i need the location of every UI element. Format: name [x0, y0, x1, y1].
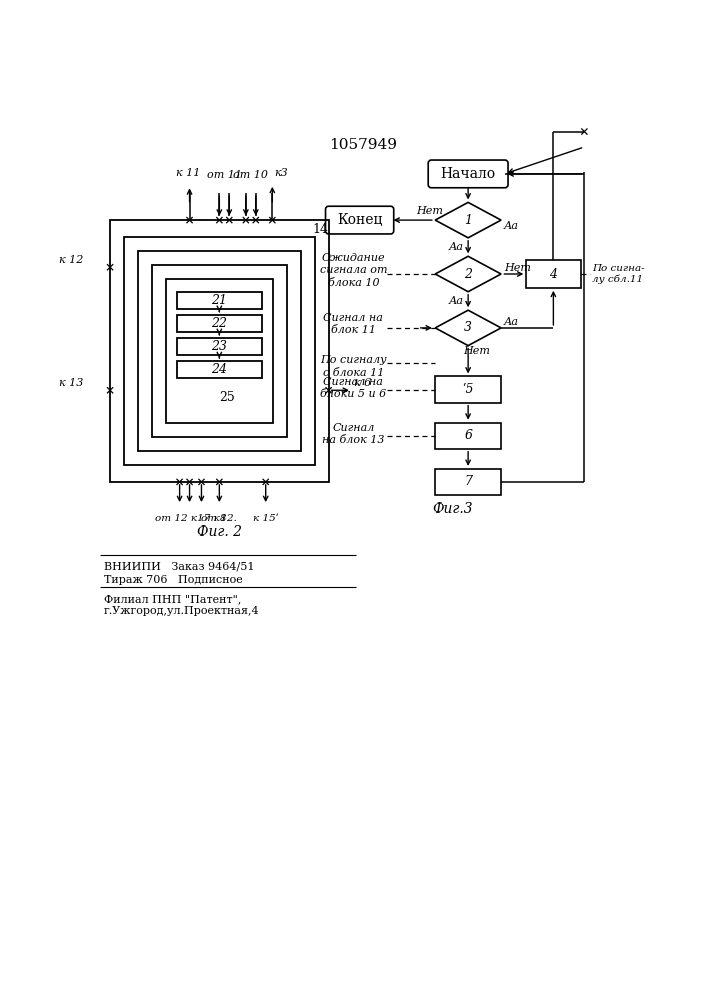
- Text: 23: 23: [211, 340, 228, 353]
- Text: от 10: от 10: [233, 170, 269, 180]
- Text: Аа: Аа: [504, 221, 519, 231]
- Text: Начало: Начало: [440, 167, 496, 181]
- Text: Сигнал
на блок 13: Сигнал на блок 13: [322, 423, 385, 445]
- Text: Аа: Аа: [448, 296, 464, 306]
- Text: к 12: к 12: [59, 255, 83, 265]
- Text: Сигнал на
блок 11: Сигнал на блок 11: [324, 313, 383, 335]
- Bar: [526, 260, 580, 288]
- Text: Нет: Нет: [416, 206, 443, 216]
- Text: ʹ5: ʹ5: [462, 383, 474, 396]
- Text: 22: 22: [211, 317, 228, 330]
- Text: к 6: к 6: [354, 378, 371, 388]
- Text: от 11: от 11: [207, 170, 242, 180]
- Text: от 12.: от 12.: [201, 514, 238, 523]
- Bar: [177, 361, 262, 378]
- Text: г.Ужгород,ул.Проектная,4: г.Ужгород,ул.Проектная,4: [104, 606, 259, 616]
- Bar: [177, 338, 262, 355]
- Text: Нет: Нет: [504, 263, 531, 273]
- Text: 2: 2: [464, 267, 472, 280]
- Bar: [436, 469, 501, 495]
- Text: Тираж 706   Подписное: Тираж 706 Подписное: [104, 575, 243, 585]
- Text: Фиг.3: Фиг.3: [432, 502, 473, 516]
- Text: 24: 24: [211, 363, 228, 376]
- Text: 1057949: 1057949: [329, 138, 397, 152]
- Bar: [110, 220, 329, 482]
- Text: от 12 к17 к8: от 12 к17 к8: [155, 514, 226, 523]
- Text: к 13: к 13: [59, 378, 83, 388]
- Text: По сигналу
с блока 11: По сигналу с блока 11: [320, 355, 387, 378]
- Text: 1: 1: [464, 214, 472, 227]
- Text: Фиг. 2: Фиг. 2: [197, 525, 242, 539]
- Bar: [177, 315, 262, 332]
- Text: Конец: Конец: [337, 213, 382, 227]
- Bar: [436, 376, 501, 403]
- Bar: [124, 237, 315, 465]
- Text: По сигна-
лу сбл.11: По сигна- лу сбл.11: [592, 264, 645, 284]
- Text: Ожидание
сигнала от
блока 10: Ожидание сигнала от блока 10: [320, 253, 387, 288]
- Bar: [152, 265, 287, 437]
- Text: к3: к3: [274, 168, 288, 178]
- Bar: [177, 292, 262, 309]
- Text: 25: 25: [219, 391, 235, 404]
- Text: Аа: Аа: [504, 317, 519, 327]
- Text: 7: 7: [464, 475, 472, 488]
- Bar: [436, 423, 501, 449]
- Text: 3: 3: [464, 321, 472, 334]
- Text: Филиал ПНП "Патент",: Филиал ПНП "Патент",: [104, 594, 241, 604]
- Text: Аа: Аа: [448, 242, 464, 252]
- Text: 4: 4: [549, 267, 557, 280]
- Text: 21: 21: [211, 294, 228, 307]
- Text: к 15ʹ: к 15ʹ: [253, 514, 279, 523]
- Text: Нет: Нет: [464, 346, 491, 356]
- Text: к 11: к 11: [176, 168, 200, 178]
- Text: ВНИИПИ   Заказ 9464/51: ВНИИПИ Заказ 9464/51: [104, 562, 255, 572]
- Text: Сигнал на
блоки 5 и 6: Сигнал на блоки 5 и 6: [320, 377, 387, 399]
- Text: 6: 6: [464, 429, 472, 442]
- Bar: [166, 279, 273, 423]
- Text: 14: 14: [313, 223, 329, 236]
- Bar: [138, 251, 300, 451]
